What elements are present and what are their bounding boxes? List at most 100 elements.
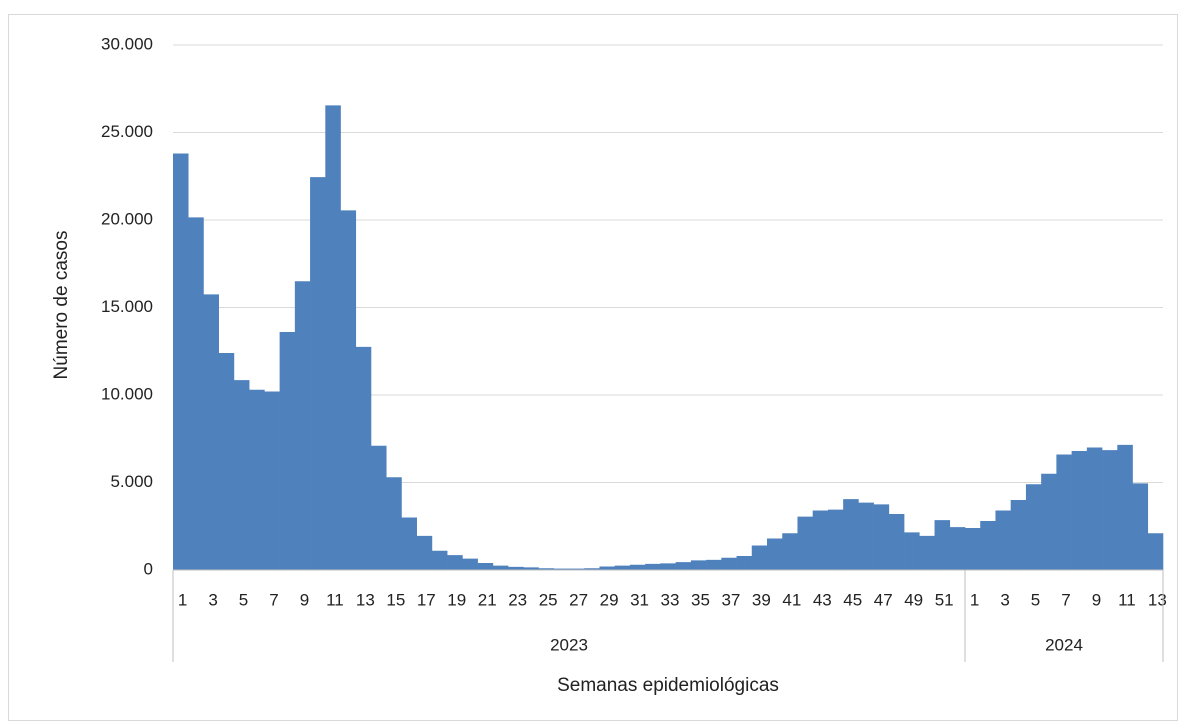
bar [569,568,585,570]
bar [980,521,996,570]
bar [629,564,646,570]
y-axis-title: Número de casos [51,231,72,380]
bar [827,509,844,570]
bar [584,568,600,570]
bar [751,545,768,570]
bar [492,565,509,570]
x-tick-label: 33 [661,590,680,609]
x-tick-label: 21 [478,590,497,609]
bar [888,514,905,570]
y-tick-label: 5.000 [110,472,153,491]
bar [340,210,357,570]
x-tick-label: 29 [600,590,619,609]
bar [797,516,813,570]
x-axis-title: Semanas epidemiológicas [557,675,779,696]
bar [1117,444,1133,570]
bar [279,332,296,570]
y-tick-label: 25.000 [101,122,153,141]
bar [1147,533,1164,570]
x-tick-label: 39 [752,590,771,609]
bar [965,528,981,570]
x-tick-label: 41 [782,590,801,609]
y-tick-label: 10.000 [101,384,153,403]
bar [934,520,951,570]
x-tick-label: 9 [1092,590,1101,609]
bar [873,504,890,570]
x-tick-label: 17 [417,590,436,609]
bar [355,346,372,570]
bar [523,567,539,570]
y-tick-label: 0 [144,559,153,578]
bar [706,559,722,570]
bar [508,566,524,570]
y-tick-label: 15.000 [101,297,153,316]
bar [904,532,920,570]
x-tick-label: 9 [300,590,309,609]
x-tick-label: 13 [1148,590,1167,609]
bar [690,560,707,570]
y-tick-label: 20.000 [101,209,153,228]
group-label: 2023 [550,635,588,654]
y-tick-label: 30.000 [101,34,153,53]
x-tick-label: 25 [539,590,558,609]
bar [1025,484,1042,570]
x-tick-label: 13 [356,590,375,609]
group-label: 2024 [1045,635,1083,654]
x-tick-label: 1 [970,590,979,609]
bar [294,281,311,570]
bar [736,556,753,570]
bar [233,380,250,570]
x-tick-label: 7 [1061,590,1070,609]
bar [1086,447,1103,570]
bar [995,510,1011,570]
x-tick-label: 5 [239,590,248,609]
x-tick-label: 3 [208,590,217,609]
bar [386,477,402,570]
bar [264,391,280,570]
x-tick-label: 37 [721,590,740,609]
x-tick-label: 49 [904,590,923,609]
x-tick-label: 19 [447,590,466,609]
bar [553,568,570,570]
x-tick-label: 35 [691,590,710,609]
bar [477,563,494,570]
bar [645,563,661,570]
bar [447,555,463,570]
bar [919,535,935,570]
bar [401,517,417,570]
x-tick-label: 3 [1000,590,1009,609]
bar [675,562,692,570]
bar [416,535,433,570]
bar [203,294,219,570]
x-tick-label: 1 [178,590,187,609]
bar [721,557,737,570]
bar [173,153,189,570]
x-tick-label: 51 [935,590,954,609]
x-tick-label: 47 [874,590,893,609]
bar [614,565,631,570]
bar [1132,483,1149,570]
bar [310,177,326,570]
bar [1071,451,1088,570]
x-tick-label: 23 [508,590,527,609]
bar [1010,500,1027,570]
x-tick-label: 45 [843,590,862,609]
bar [949,527,966,570]
bar [812,510,829,570]
x-tick-label: 15 [386,590,405,609]
x-tick-label: 27 [569,590,588,609]
bar [858,502,874,570]
bar [782,533,798,570]
bar [1056,454,1072,570]
bar [1102,450,1118,570]
x-tick-label: 31 [630,590,649,609]
bar [188,217,204,570]
x-tick-label: 7 [269,590,278,609]
bar [218,353,235,570]
bar [325,105,341,570]
bar [599,566,615,570]
bar [462,558,478,570]
bar [249,389,265,570]
bar [1041,473,1057,570]
